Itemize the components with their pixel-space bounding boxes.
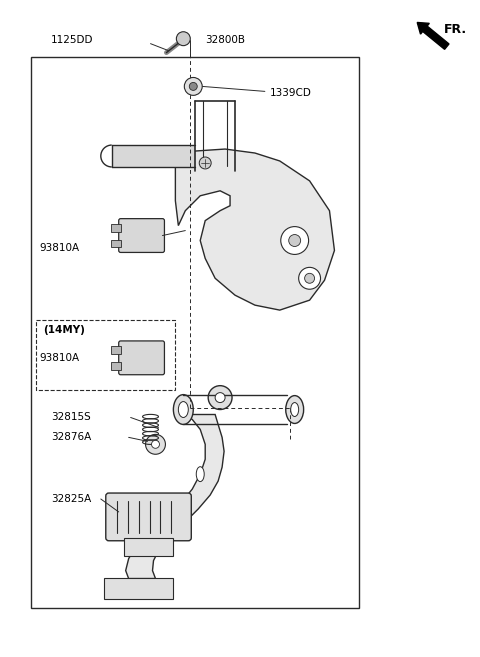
Text: 32800B: 32800B <box>205 35 245 45</box>
Bar <box>36 320 175 390</box>
Text: 93810A: 93810A <box>39 353 79 363</box>
Text: 32825A: 32825A <box>51 494 91 504</box>
Text: (14MY): (14MY) <box>43 325 85 335</box>
Circle shape <box>199 157 211 169</box>
Text: FR.: FR. <box>444 23 467 36</box>
Circle shape <box>215 393 225 403</box>
Bar <box>104 578 173 599</box>
Circle shape <box>189 82 197 91</box>
Text: 1339CD: 1339CD <box>270 89 312 99</box>
Ellipse shape <box>291 403 299 417</box>
Circle shape <box>145 434 166 454</box>
Circle shape <box>288 235 300 246</box>
Ellipse shape <box>179 401 188 417</box>
Circle shape <box>152 440 159 448</box>
Text: 32815S: 32815S <box>51 413 91 422</box>
Bar <box>31 57 360 608</box>
Ellipse shape <box>286 396 304 424</box>
Circle shape <box>305 273 314 283</box>
Circle shape <box>184 78 202 95</box>
FancyBboxPatch shape <box>119 219 165 252</box>
FancyArrow shape <box>417 22 449 49</box>
Circle shape <box>176 32 190 45</box>
Ellipse shape <box>196 466 204 482</box>
Bar <box>111 240 120 248</box>
Bar <box>111 223 120 231</box>
Bar <box>112 145 195 167</box>
Bar <box>124 538 173 556</box>
Circle shape <box>281 227 309 254</box>
Text: 93810A: 93810A <box>39 244 79 254</box>
Bar <box>111 346 120 354</box>
Polygon shape <box>175 149 335 310</box>
Ellipse shape <box>173 395 193 424</box>
Bar <box>111 362 120 370</box>
Text: 32876A: 32876A <box>51 432 91 442</box>
Text: 1125DD: 1125DD <box>51 35 94 45</box>
FancyBboxPatch shape <box>119 341 165 374</box>
Circle shape <box>208 386 232 409</box>
Polygon shape <box>126 415 224 579</box>
Circle shape <box>299 267 321 289</box>
FancyBboxPatch shape <box>106 493 192 541</box>
